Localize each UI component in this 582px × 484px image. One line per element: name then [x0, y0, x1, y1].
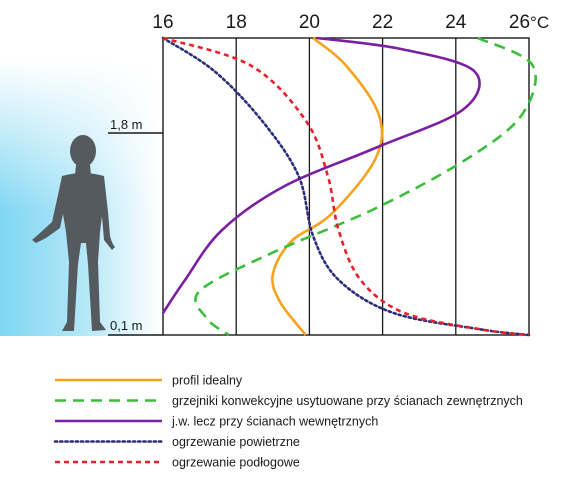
legend: profil idealny grzejniki konwekcyjne usyt…: [53, 374, 523, 470]
x-tick-label: 24: [445, 12, 467, 33]
x-tick-label: 18: [226, 12, 247, 33]
legend-label: j.w. lecz przy ścianach wewnętrznych: [171, 415, 378, 429]
series-line-3: [161, 36, 481, 314]
series-line-5: [162, 36, 530, 337]
series-line-2: [194, 36, 537, 337]
x-tick-label: 20: [299, 12, 320, 33]
plot-frame: [162, 37, 530, 336]
legend-label: ogrzewanie powietrzne: [172, 435, 300, 449]
height-label-0-1m: 0,1 m: [110, 318, 143, 333]
x-tick-label: 22: [372, 12, 393, 33]
legend-label: profil idealny: [172, 374, 243, 388]
grid-lines: [235, 38, 457, 335]
series-layer: [161, 36, 537, 337]
legend-label: ogrzewanie podłogowe: [172, 456, 300, 470]
x-tick-labels: 16 18 20 22 24 26°C: [152, 12, 549, 33]
x-tick-label: 26°C: [509, 12, 549, 33]
height-label-1-8m: 1,8 m: [110, 117, 143, 132]
series-line-4: [161, 36, 531, 337]
legend-label: grzejniki konwekcyjne usytuowane przy śc…: [172, 394, 523, 408]
series-line-1: [271, 36, 384, 336]
person-icon: [32, 135, 115, 331]
x-tick-label: 16: [152, 12, 173, 33]
